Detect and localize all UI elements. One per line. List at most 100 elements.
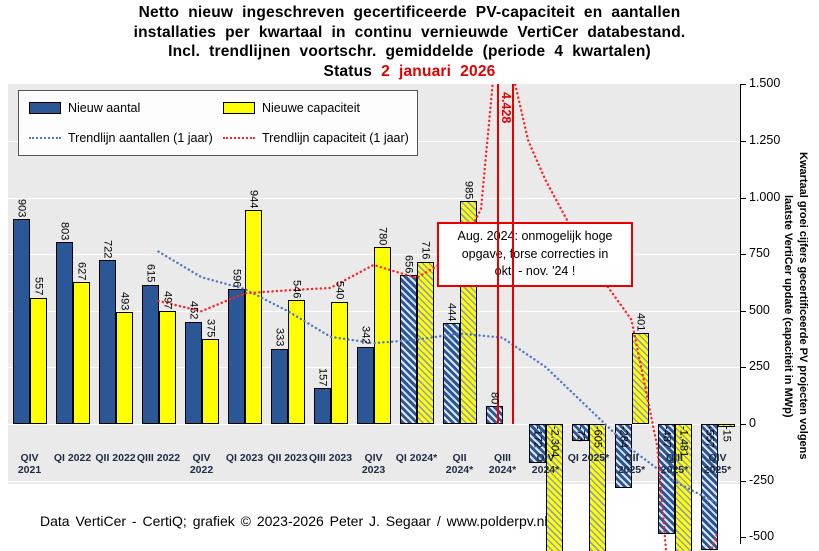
bar-nieuwe-capaciteit (373, 247, 391, 424)
annotation-line2: opgave, forse correcties in (461, 246, 609, 261)
y-axis-tick-label: 1.000 (749, 189, 781, 204)
chart-title-line1: Netto nieuw ingeschreven gecertificeerde… (138, 4, 681, 21)
bar-value-label: 444 (445, 303, 458, 322)
bar-nieuwe-capaciteit (201, 339, 219, 424)
yellow-bar-swatch-icon (223, 102, 255, 114)
bar-nieuwe-capaciteit (545, 424, 563, 551)
bar-nieuw-aantal (356, 346, 374, 424)
bar-value-label: 803 (58, 221, 71, 241)
legend-label: Trendlijn aantallen (1 jaar) (68, 131, 213, 145)
legend-label: Nieuw aantal (68, 101, 141, 115)
bar-nieuwe-capaciteit (631, 333, 649, 424)
legend-item-nieuwe-capaciteit: Nieuwe capaciteit (223, 101, 417, 115)
gridline (8, 480, 740, 482)
bar-value-label: 342 (359, 326, 372, 345)
y-axis-tick (740, 254, 746, 256)
bar-nieuwe-capaciteit (287, 300, 305, 424)
copyright-footer: Data VertiCer - CertiQ; grafiek © 2023-2… (40, 513, 548, 529)
trend-spike-line-right (512, 84, 514, 424)
bar-nieuwe-capaciteit (330, 301, 348, 424)
y-axis-line (740, 84, 741, 544)
y-axis-tick-label: 500 (749, 302, 770, 317)
bar-nieuwe-capaciteit (717, 424, 735, 428)
bar-value-label: 627 (75, 261, 88, 280)
bar-value-label: 452 (187, 301, 200, 320)
y-axis-tick (740, 367, 746, 369)
bar-value-label: -172 (531, 426, 544, 449)
y-axis-title: Kwartaal groei cijfers gecertificeerde P… (780, 86, 810, 526)
y-axis-tick-label: 0 (749, 416, 756, 430)
x-category-label: QIII 2023 (308, 452, 353, 464)
bar-value-label: 401 (634, 312, 647, 332)
bar-nieuw-aantal (12, 219, 30, 424)
x-category-label: QI 2022 (53, 452, 92, 464)
trendline-capaciteit (157, 84, 719, 551)
legend-item-trendlijn-aantallen: Trendlijn aantallen (1 jaar) (29, 131, 223, 145)
bar-value-label: 157 (316, 368, 329, 387)
x-category-label: QIV 2024* (531, 452, 560, 476)
bar-nieuw-aantal (700, 424, 718, 551)
x-category-label: QI 2025* (567, 452, 610, 464)
bar-value-label: 780 (376, 226, 389, 246)
trend-lines-layer (157, 84, 719, 551)
bar-nieuwe-capaciteit (115, 312, 133, 424)
y-axis-title-line2: laatste VertiCer update (capaciteit in M… (782, 194, 794, 418)
x-category-label: QII 2025* (617, 452, 646, 476)
bar-value-label: -15 (720, 426, 733, 442)
x-category-label: QIV 2021 (17, 452, 42, 476)
legend-item-nieuw-aantal: Nieuw aantal (29, 101, 223, 115)
bar-value-label: -284 (617, 426, 630, 449)
bar-value-label: 546 (290, 279, 303, 299)
bar-nieuw-aantal (442, 323, 460, 424)
blue-bar-swatch-icon (29, 102, 61, 114)
bar-nieuwe-capaciteit (588, 424, 606, 551)
bar-value-label: -1.481 (677, 426, 690, 458)
bar-nieuw-aantal (141, 284, 159, 424)
y-axis-tick-label: -500 (749, 529, 775, 544)
legend-label: Trendlijn capaciteit (1 jaar) (262, 131, 409, 145)
bar-nieuw-aantal (571, 424, 589, 441)
chart-title: Netto nieuw ingeschreven gecertificeerde… (0, 3, 819, 81)
chart-status-line: Status 2 januari 2026 (0, 62, 819, 82)
bar-value-label: -605 (591, 426, 604, 449)
x-category-label: QIV 2022 (189, 452, 214, 476)
bar-value-label: 497 (161, 291, 174, 310)
bar-nieuw-aantal (55, 242, 73, 424)
bar-nieuwe-capaciteit (416, 261, 434, 424)
trend-spike-line-left (497, 84, 499, 424)
bar-value-label: -73 (574, 426, 587, 442)
bar-nieuwe-capaciteit (72, 281, 90, 424)
y-axis-tick (740, 480, 746, 482)
bar-value-label: 493 (118, 291, 131, 311)
y-axis-tick-label: 750 (749, 246, 770, 261)
bar-nieuwe-capaciteit (674, 424, 692, 551)
bar-nieuw-aantal (528, 424, 546, 463)
trendline-aantallen (157, 250, 719, 505)
status-label: Status (323, 62, 373, 80)
bar-value-label: -557 (703, 426, 716, 449)
bar-value-label: 944 (247, 189, 260, 209)
legend-item-trendlijn-capaciteit: Trendlijn capaciteit (1 jaar) (223, 131, 417, 145)
y-axis-tick (740, 310, 746, 312)
legend-label: Nieuwe capaciteit (262, 101, 360, 115)
bar-value-label: 985 (462, 180, 475, 199)
bar-nieuw-aantal (184, 321, 202, 424)
y-axis-tick-label: 1.500 (749, 76, 781, 91)
x-category-label: QIV 2023 (361, 452, 386, 476)
bar-value-label: 722 (101, 240, 114, 259)
y-axis-title-line1: Kwartaal groei cijfers gecertificeerde P… (797, 152, 809, 460)
x-category-label: QI 2024* (395, 452, 438, 464)
bar-nieuwe-capaciteit (158, 311, 176, 424)
bar-nieuw-aantal (98, 260, 116, 424)
x-category-label: QIII 2025* (660, 452, 689, 476)
gridline (8, 424, 740, 425)
y-axis-tick (740, 84, 746, 86)
annotation-line3: okt. - nov. '24 ! (494, 264, 576, 278)
bar-nieuw-aantal (614, 424, 632, 489)
bar-value-label: 333 (273, 328, 286, 347)
bar-nieuw-aantal (270, 348, 288, 424)
gridline (8, 197, 740, 199)
bar-value-label: 596 (230, 268, 243, 288)
bar-value-label: 557 (32, 277, 45, 296)
